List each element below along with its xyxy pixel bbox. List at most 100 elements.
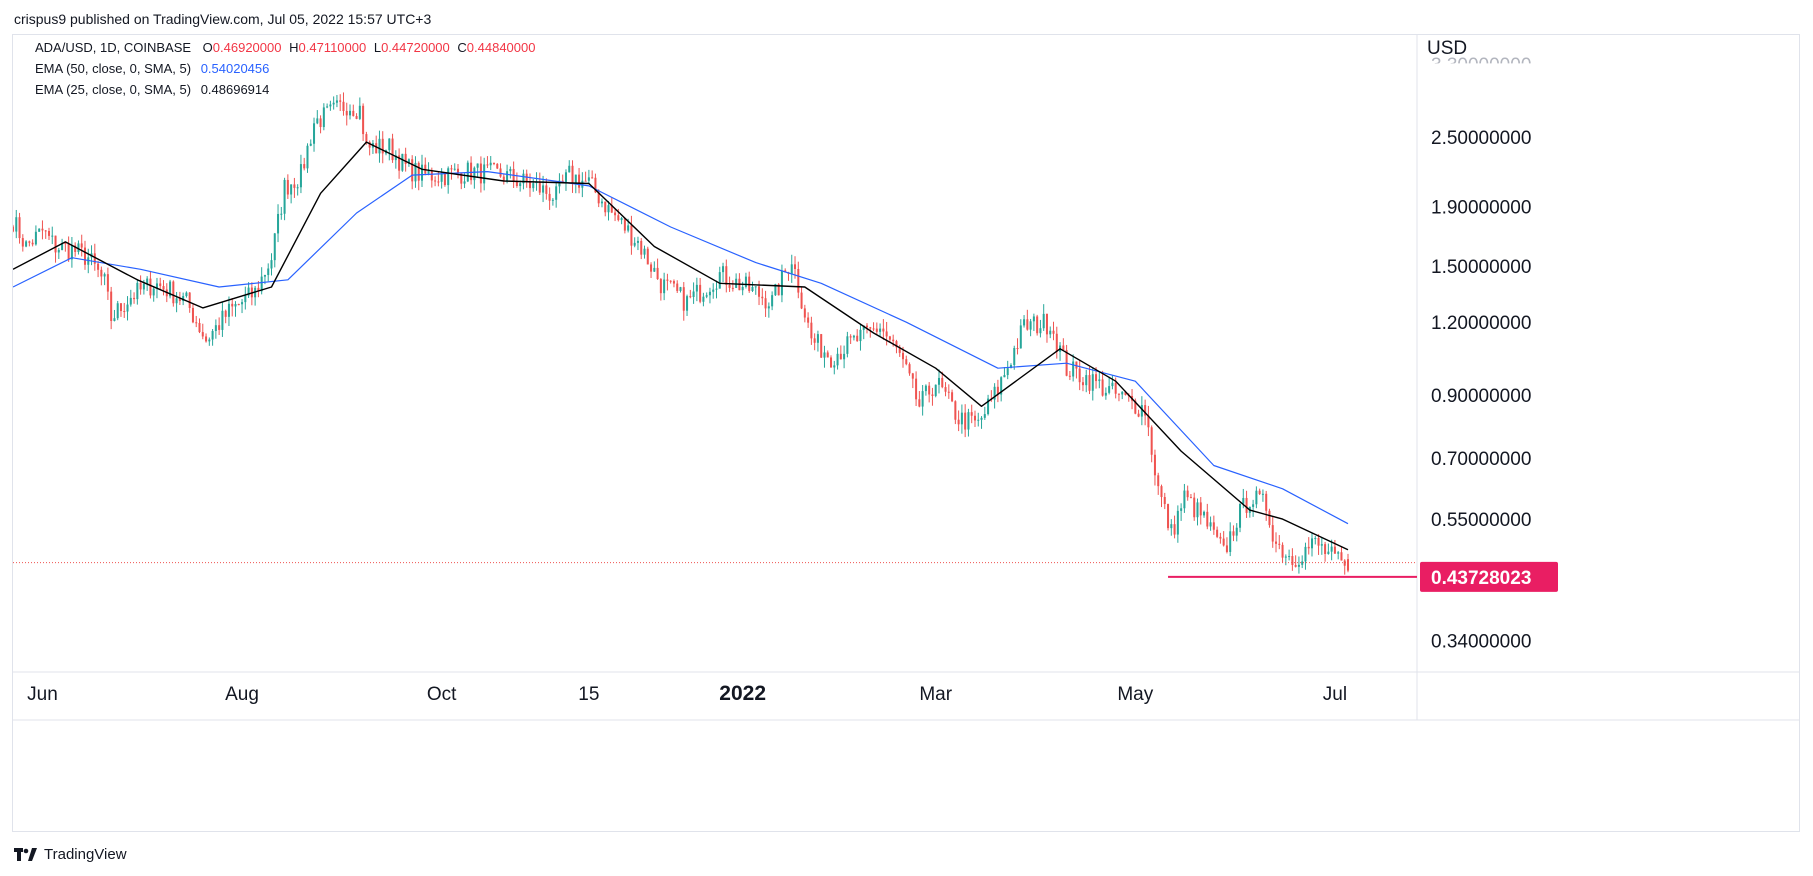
candle-body[interactable] bbox=[964, 412, 967, 430]
candle-body[interactable] bbox=[921, 391, 924, 407]
candle-body[interactable] bbox=[316, 118, 319, 124]
candle-body[interactable] bbox=[686, 296, 689, 311]
candle-body[interactable] bbox=[162, 286, 165, 290]
candle-body[interactable] bbox=[931, 394, 934, 396]
candle-body[interactable] bbox=[614, 212, 617, 216]
candle-body[interactable] bbox=[54, 235, 57, 253]
candle-body[interactable] bbox=[715, 288, 718, 290]
candle-body[interactable] bbox=[807, 317, 810, 323]
candle-body[interactable] bbox=[1062, 345, 1065, 351]
candle-body[interactable] bbox=[836, 353, 839, 366]
candle-body[interactable] bbox=[332, 102, 335, 105]
candle-body[interactable] bbox=[604, 201, 607, 213]
candle-body[interactable] bbox=[358, 105, 361, 119]
candle-body[interactable] bbox=[18, 217, 21, 239]
candle-body[interactable] bbox=[1016, 348, 1019, 350]
candle-body[interactable] bbox=[182, 296, 185, 302]
candle-body[interactable] bbox=[146, 278, 149, 284]
candle-body[interactable] bbox=[574, 174, 577, 184]
candle-body[interactable] bbox=[205, 336, 208, 342]
candle-body[interactable] bbox=[934, 384, 937, 396]
candle-body[interactable] bbox=[339, 100, 342, 102]
candle-body[interactable] bbox=[1042, 313, 1045, 329]
candle-body[interactable] bbox=[1343, 560, 1346, 566]
candle-body[interactable] bbox=[532, 183, 535, 189]
candle-body[interactable] bbox=[345, 110, 348, 116]
candle-body[interactable] bbox=[362, 105, 365, 135]
candle-body[interactable] bbox=[1324, 544, 1327, 554]
candle-body[interactable] bbox=[718, 272, 721, 289]
time-axis-tick[interactable]: Jun bbox=[27, 684, 58, 705]
candle-body[interactable] bbox=[116, 303, 119, 319]
candle-body[interactable] bbox=[420, 164, 424, 181]
candle-body[interactable] bbox=[941, 377, 944, 388]
candle-body[interactable] bbox=[1098, 379, 1101, 382]
candle-body[interactable] bbox=[329, 104, 332, 107]
candle-body[interactable] bbox=[57, 250, 60, 253]
candle-body[interactable] bbox=[456, 168, 460, 174]
candle-body[interactable] bbox=[1124, 391, 1127, 396]
candle-body[interactable] bbox=[551, 199, 554, 201]
candle-body[interactable] bbox=[191, 307, 194, 323]
candle-body[interactable] bbox=[761, 296, 764, 299]
candle-body[interactable] bbox=[643, 248, 646, 255]
candle-body[interactable] bbox=[306, 145, 309, 169]
chart-frame[interactable]: USD 3.30000000 0.34000000 0.55000000 0.70000… bbox=[12, 34, 1800, 832]
candle-body[interactable] bbox=[584, 180, 587, 182]
candle-body[interactable] bbox=[627, 225, 630, 231]
candle-body[interactable] bbox=[41, 228, 44, 231]
candle-body[interactable] bbox=[319, 118, 322, 128]
candle-body[interactable] bbox=[525, 173, 528, 183]
candle-body[interactable] bbox=[977, 419, 980, 421]
candle-body[interactable] bbox=[270, 260, 273, 269]
candle-body[interactable] bbox=[689, 296, 692, 298]
candle-body[interactable] bbox=[214, 325, 217, 332]
candle-body[interactable] bbox=[1304, 546, 1307, 562]
candle-body[interactable] bbox=[630, 225, 633, 246]
candle-body[interactable] bbox=[555, 186, 558, 200]
candle-body[interactable] bbox=[957, 419, 960, 425]
candle-body[interactable] bbox=[391, 138, 394, 161]
candle-body[interactable] bbox=[728, 284, 731, 288]
candle-body[interactable] bbox=[1147, 415, 1150, 428]
candle-body[interactable] bbox=[1176, 510, 1179, 535]
candle-body[interactable] bbox=[587, 177, 590, 181]
candle-body[interactable] bbox=[656, 267, 659, 280]
candle-body[interactable] bbox=[892, 339, 895, 342]
candle-body[interactable] bbox=[460, 173, 463, 184]
time-axis-tick[interactable]: Jul bbox=[1323, 684, 1347, 705]
candle-body[interactable] bbox=[872, 328, 875, 330]
candle-body[interactable] bbox=[810, 322, 813, 339]
candle-body[interactable] bbox=[767, 306, 770, 309]
candle-body[interactable] bbox=[241, 302, 244, 305]
candle-body[interactable] bbox=[447, 168, 450, 186]
candle-body[interactable] bbox=[61, 243, 64, 251]
candle-body[interactable] bbox=[725, 266, 728, 285]
candle-body[interactable] bbox=[774, 284, 777, 296]
candle-body[interactable] bbox=[967, 412, 970, 430]
candle-body[interactable] bbox=[381, 138, 384, 154]
candle-body[interactable] bbox=[1271, 525, 1274, 542]
tradingview-footer[interactable]: TradingView bbox=[14, 846, 127, 863]
candle-body[interactable] bbox=[1081, 382, 1084, 386]
candle-body[interactable] bbox=[1222, 538, 1225, 546]
candle-body[interactable] bbox=[1170, 524, 1173, 529]
candle-body[interactable] bbox=[1000, 377, 1003, 395]
candle-body[interactable] bbox=[1006, 368, 1009, 376]
candle-body[interactable] bbox=[741, 286, 744, 291]
candle-body[interactable] bbox=[702, 296, 705, 302]
candle-body[interactable] bbox=[1009, 365, 1012, 369]
candle-body[interactable] bbox=[522, 173, 525, 184]
candle-body[interactable] bbox=[453, 168, 456, 170]
candle-body[interactable] bbox=[951, 392, 954, 402]
candle-body[interactable] bbox=[155, 283, 158, 289]
candle-body[interactable] bbox=[499, 168, 502, 177]
candle-body[interactable] bbox=[846, 336, 849, 354]
candle-body[interactable] bbox=[506, 171, 509, 181]
candle-body[interactable] bbox=[987, 398, 990, 415]
candle-body[interactable] bbox=[794, 264, 797, 270]
candle-body[interactable] bbox=[322, 107, 325, 128]
support-price-label-box[interactable] bbox=[1420, 561, 1558, 592]
candle-body[interactable] bbox=[31, 242, 34, 245]
candle-body[interactable] bbox=[398, 155, 401, 171]
